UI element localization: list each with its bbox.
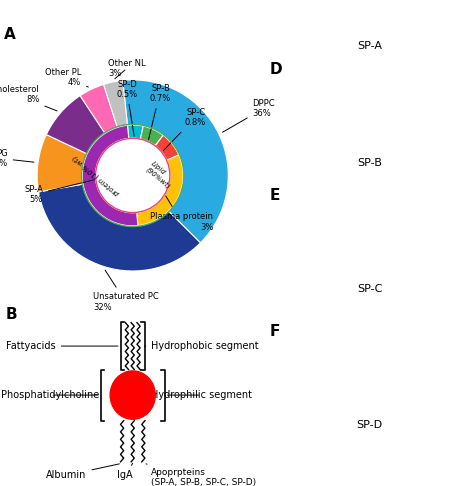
Text: Lipid
(90%wt): Lipid (90%wt) xyxy=(145,161,176,190)
Wedge shape xyxy=(80,85,118,133)
Text: SP-A
5%: SP-A 5% xyxy=(24,180,94,204)
Text: Hydrophilic segment: Hydrophilic segment xyxy=(151,390,252,400)
Text: Phosphatidylcholine: Phosphatidylcholine xyxy=(1,390,100,400)
Circle shape xyxy=(96,138,170,212)
Text: E: E xyxy=(270,188,280,203)
Wedge shape xyxy=(155,135,179,160)
Text: Other NL
3%: Other NL 3% xyxy=(108,58,146,79)
Text: Plasma protein
3%: Plasma protein 3% xyxy=(150,196,213,232)
Text: SP-C
0.8%: SP-C 0.8% xyxy=(163,108,206,151)
Text: Apoprpteins
(SP-A, SP-B, SP-C, SP-D): Apoprpteins (SP-A, SP-B, SP-C, SP-D) xyxy=(146,464,256,486)
Text: A: A xyxy=(4,27,16,42)
Text: Unsaturated PC
32%: Unsaturated PC 32% xyxy=(93,270,159,312)
Text: PG
9%: PG 9% xyxy=(0,149,34,168)
Text: B: B xyxy=(5,307,17,322)
Text: IgA: IgA xyxy=(117,463,133,480)
Wedge shape xyxy=(104,80,128,127)
Text: SP-D
0.5%: SP-D 0.5% xyxy=(116,80,137,136)
Text: Hydrophobic segment: Hydrophobic segment xyxy=(145,341,259,351)
Wedge shape xyxy=(37,135,87,192)
Wedge shape xyxy=(46,96,105,154)
Wedge shape xyxy=(140,126,163,146)
Wedge shape xyxy=(123,80,228,243)
Text: D: D xyxy=(270,62,282,77)
Circle shape xyxy=(110,371,155,419)
Wedge shape xyxy=(38,184,201,271)
Text: Other PL
4%: Other PL 4% xyxy=(45,68,88,87)
Wedge shape xyxy=(137,155,183,226)
Text: SP-B: SP-B xyxy=(357,158,382,168)
Text: SP-C: SP-C xyxy=(357,284,383,295)
Text: SP-D: SP-D xyxy=(356,420,383,431)
Text: F: F xyxy=(270,324,280,339)
Text: Fattyacids: Fattyacids xyxy=(6,341,118,351)
Text: SP-A: SP-A xyxy=(357,41,382,52)
Text: SP-B
0.7%: SP-B 0.7% xyxy=(148,84,170,139)
Wedge shape xyxy=(128,125,143,139)
Text: DPPC
36%: DPPC 36% xyxy=(222,99,275,132)
Text: protein (10% wt): protein (10% wt) xyxy=(71,154,121,197)
Text: Albumin: Albumin xyxy=(46,464,119,480)
Wedge shape xyxy=(82,125,138,226)
Text: Cholesterol
8%: Cholesterol 8% xyxy=(0,85,57,111)
